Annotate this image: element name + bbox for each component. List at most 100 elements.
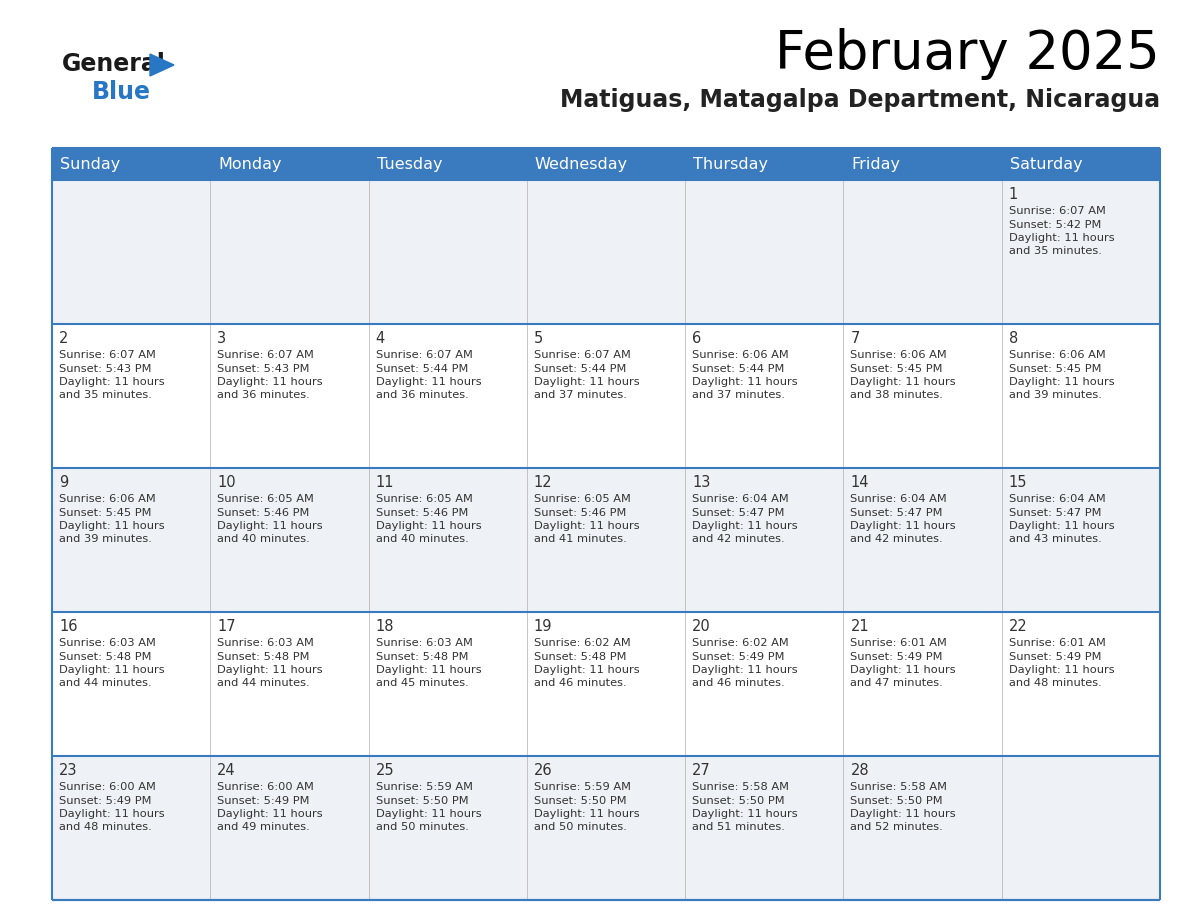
Text: and 48 minutes.: and 48 minutes. xyxy=(1009,678,1101,688)
Text: Sunset: 5:47 PM: Sunset: 5:47 PM xyxy=(851,508,943,518)
Text: and 52 minutes.: and 52 minutes. xyxy=(851,823,943,833)
Text: and 44 minutes.: and 44 minutes. xyxy=(59,678,152,688)
Bar xyxy=(52,180,210,324)
Text: 24: 24 xyxy=(217,763,236,778)
Text: Sunset: 5:42 PM: Sunset: 5:42 PM xyxy=(1009,219,1101,230)
Bar xyxy=(210,180,368,324)
Bar xyxy=(210,468,368,612)
Bar xyxy=(1001,756,1159,900)
Text: and 39 minutes.: and 39 minutes. xyxy=(59,534,152,544)
Bar xyxy=(843,468,1001,612)
Text: Daylight: 11 hours: Daylight: 11 hours xyxy=(533,377,639,387)
Bar xyxy=(1001,148,1159,180)
Text: and 35 minutes.: and 35 minutes. xyxy=(59,390,152,400)
Text: and 49 minutes.: and 49 minutes. xyxy=(217,823,310,833)
Text: and 39 minutes.: and 39 minutes. xyxy=(1009,390,1101,400)
Text: and 36 minutes.: and 36 minutes. xyxy=(217,390,310,400)
Text: Daylight: 11 hours: Daylight: 11 hours xyxy=(1009,665,1114,675)
Text: Daylight: 11 hours: Daylight: 11 hours xyxy=(1009,377,1114,387)
Text: Daylight: 11 hours: Daylight: 11 hours xyxy=(1009,521,1114,531)
Text: Sunrise: 6:07 AM: Sunrise: 6:07 AM xyxy=(375,350,473,360)
Text: and 45 minutes.: and 45 minutes. xyxy=(375,678,468,688)
Text: 13: 13 xyxy=(693,475,710,490)
Text: Sunrise: 6:00 AM: Sunrise: 6:00 AM xyxy=(59,782,156,792)
Bar xyxy=(210,148,368,180)
Text: Sunset: 5:49 PM: Sunset: 5:49 PM xyxy=(217,796,310,805)
Text: Sunday: Sunday xyxy=(61,156,120,172)
Text: Sunset: 5:48 PM: Sunset: 5:48 PM xyxy=(59,652,152,662)
Bar xyxy=(368,324,526,468)
Bar xyxy=(52,756,210,900)
Text: 2: 2 xyxy=(59,331,69,346)
Text: Sunrise: 6:04 AM: Sunrise: 6:04 AM xyxy=(1009,494,1106,504)
Bar xyxy=(210,756,368,900)
Bar xyxy=(210,612,368,756)
Text: Daylight: 11 hours: Daylight: 11 hours xyxy=(59,809,165,819)
Text: Sunrise: 6:03 AM: Sunrise: 6:03 AM xyxy=(217,638,314,648)
Text: Daylight: 11 hours: Daylight: 11 hours xyxy=(1009,233,1114,243)
Text: Thursday: Thursday xyxy=(693,156,769,172)
Text: and 36 minutes.: and 36 minutes. xyxy=(375,390,468,400)
Text: 1: 1 xyxy=(1009,187,1018,202)
Text: Daylight: 11 hours: Daylight: 11 hours xyxy=(217,377,323,387)
Text: 6: 6 xyxy=(693,331,701,346)
Bar xyxy=(368,756,526,900)
Text: Blue: Blue xyxy=(91,80,151,104)
Bar xyxy=(685,180,843,324)
Text: Daylight: 11 hours: Daylight: 11 hours xyxy=(693,809,798,819)
Text: February 2025: February 2025 xyxy=(776,28,1159,80)
Text: and 50 minutes.: and 50 minutes. xyxy=(533,823,627,833)
Text: Sunrise: 6:06 AM: Sunrise: 6:06 AM xyxy=(1009,350,1106,360)
Text: Saturday: Saturday xyxy=(1010,156,1082,172)
Bar xyxy=(843,148,1001,180)
Bar xyxy=(526,468,685,612)
Text: and 41 minutes.: and 41 minutes. xyxy=(533,534,626,544)
Bar xyxy=(685,324,843,468)
Bar xyxy=(526,148,685,180)
Text: Sunset: 5:45 PM: Sunset: 5:45 PM xyxy=(851,364,943,374)
Text: Sunrise: 5:59 AM: Sunrise: 5:59 AM xyxy=(375,782,473,792)
Text: Sunrise: 6:05 AM: Sunrise: 6:05 AM xyxy=(217,494,314,504)
Text: and 37 minutes.: and 37 minutes. xyxy=(693,390,785,400)
Text: Daylight: 11 hours: Daylight: 11 hours xyxy=(851,665,956,675)
Bar xyxy=(843,180,1001,324)
Text: Sunrise: 6:06 AM: Sunrise: 6:06 AM xyxy=(851,350,947,360)
Text: Daylight: 11 hours: Daylight: 11 hours xyxy=(851,377,956,387)
Text: 21: 21 xyxy=(851,619,870,634)
Text: and 35 minutes.: and 35 minutes. xyxy=(1009,247,1101,256)
Text: Daylight: 11 hours: Daylight: 11 hours xyxy=(375,665,481,675)
Text: Sunrise: 6:02 AM: Sunrise: 6:02 AM xyxy=(533,638,631,648)
Text: Sunrise: 6:06 AM: Sunrise: 6:06 AM xyxy=(693,350,789,360)
Bar xyxy=(843,756,1001,900)
Text: Sunset: 5:44 PM: Sunset: 5:44 PM xyxy=(693,364,784,374)
Bar xyxy=(52,468,210,612)
Bar xyxy=(368,468,526,612)
Text: Matiguas, Matagalpa Department, Nicaragua: Matiguas, Matagalpa Department, Nicaragu… xyxy=(560,88,1159,112)
Text: Sunset: 5:46 PM: Sunset: 5:46 PM xyxy=(375,508,468,518)
Text: Sunset: 5:48 PM: Sunset: 5:48 PM xyxy=(217,652,310,662)
Text: 12: 12 xyxy=(533,475,552,490)
Text: 10: 10 xyxy=(217,475,236,490)
Text: Monday: Monday xyxy=(219,156,282,172)
Text: Sunset: 5:49 PM: Sunset: 5:49 PM xyxy=(1009,652,1101,662)
Text: and 37 minutes.: and 37 minutes. xyxy=(533,390,627,400)
Text: Sunrise: 6:07 AM: Sunrise: 6:07 AM xyxy=(1009,206,1106,216)
Text: and 47 minutes.: and 47 minutes. xyxy=(851,678,943,688)
Text: Sunrise: 6:05 AM: Sunrise: 6:05 AM xyxy=(375,494,473,504)
Text: 19: 19 xyxy=(533,619,552,634)
Text: Sunrise: 6:01 AM: Sunrise: 6:01 AM xyxy=(851,638,947,648)
Text: Sunset: 5:49 PM: Sunset: 5:49 PM xyxy=(59,796,152,805)
Text: 27: 27 xyxy=(693,763,710,778)
Text: Daylight: 11 hours: Daylight: 11 hours xyxy=(693,521,798,531)
Text: Sunset: 5:44 PM: Sunset: 5:44 PM xyxy=(533,364,626,374)
Text: Sunrise: 6:06 AM: Sunrise: 6:06 AM xyxy=(59,494,156,504)
Text: Daylight: 11 hours: Daylight: 11 hours xyxy=(375,521,481,531)
Text: Daylight: 11 hours: Daylight: 11 hours xyxy=(693,377,798,387)
Text: Daylight: 11 hours: Daylight: 11 hours xyxy=(59,665,165,675)
Text: Daylight: 11 hours: Daylight: 11 hours xyxy=(851,521,956,531)
Text: Daylight: 11 hours: Daylight: 11 hours xyxy=(533,809,639,819)
Text: and 40 minutes.: and 40 minutes. xyxy=(375,534,468,544)
Text: and 46 minutes.: and 46 minutes. xyxy=(693,678,785,688)
Bar xyxy=(685,148,843,180)
Text: Sunset: 5:47 PM: Sunset: 5:47 PM xyxy=(693,508,784,518)
